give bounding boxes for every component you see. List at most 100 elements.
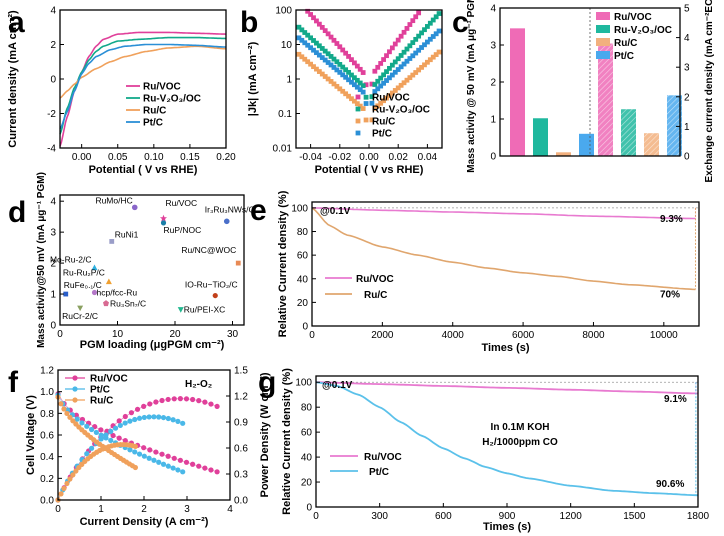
data-point: [316, 43, 322, 49]
data-point: [395, 67, 401, 72]
data-point: [384, 69, 389, 75]
data-point: [375, 78, 381, 84]
data-point: [404, 26, 410, 31]
data-point: [404, 58, 410, 64]
legend: Ru/VOC Ru/C: [325, 274, 394, 301]
line-series: [311, 207, 696, 291]
data-point: [325, 31, 331, 37]
data-point: [337, 44, 343, 50]
legend-entry: Pt/C: [143, 118, 163, 129]
data-point: [354, 63, 360, 69]
y-axis-label: Relative Current density (%): [281, 368, 293, 515]
data-point: [352, 75, 357, 81]
legend-entry: Ru/C: [143, 106, 166, 117]
data-point: [343, 50, 349, 56]
data-point: [346, 54, 351, 59]
y-tick-label: 1: [286, 75, 292, 86]
x-tick-label: 0.00: [359, 152, 379, 163]
y-tick-label: 0: [50, 75, 56, 86]
data-point: [410, 72, 416, 78]
x-tick-label: 0.04: [418, 152, 438, 163]
data-point: [160, 214, 167, 222]
data-point: [378, 61, 384, 66]
y-tick-label: -4: [47, 144, 56, 155]
x-tick-label: 0: [55, 504, 61, 515]
legend-swatch: [596, 38, 610, 46]
legend-entry: Pt/C: [90, 385, 110, 396]
data-point: [401, 49, 407, 55]
legend-swatch: [355, 106, 361, 112]
y-tick-label: 2: [50, 40, 56, 51]
data-point: [328, 79, 334, 84]
y-tick-label: 10: [281, 40, 293, 51]
data-point: [427, 20, 433, 26]
x-tick-label: 1800: [687, 511, 710, 522]
data-point: [340, 47, 346, 53]
y-tick-label: 20: [297, 298, 309, 309]
data-point: [427, 57, 433, 63]
data-point: [398, 82, 404, 88]
data-point: [404, 46, 410, 52]
y-tick-label-right: 0.3: [234, 470, 248, 481]
bar-mass-activity: [556, 152, 571, 156]
data-point: [308, 45, 313, 51]
legend-entry: Ru/C: [614, 38, 637, 49]
data-point: [392, 41, 398, 47]
y-tick-label: 60: [301, 428, 313, 439]
x-tick-label: 8000: [582, 330, 605, 341]
data-point: [392, 88, 398, 93]
x-tick-label: 900: [499, 511, 516, 522]
data-point: [401, 61, 407, 67]
x-tick-label: 10000: [650, 330, 678, 341]
data-point: [314, 66, 319, 72]
data-point: [375, 103, 381, 109]
data-point: [381, 98, 386, 104]
panel-c: 0 1 2 3 4 0 1 2 3 4 5 Mass activity @ 50 mV (mA μg⁻…: [466, 0, 715, 183]
condition-text: In 0.1M KOH: [491, 422, 550, 433]
legend-entry: Ru/VOC: [143, 82, 181, 93]
data-point: [352, 60, 357, 66]
x-tick-label: 1: [98, 504, 104, 515]
legend-entry: Pt/C: [369, 467, 389, 478]
data-point: [328, 62, 334, 68]
data-point: [311, 38, 316, 43]
point-label: Ru/VOC: [166, 198, 198, 208]
x-tick-label: 1200: [560, 511, 583, 522]
data-point: [436, 49, 442, 55]
data-point: [325, 60, 331, 65]
condition-label: @0.1V: [320, 206, 351, 217]
data-point: [354, 84, 360, 90]
data-point: [401, 80, 407, 86]
plot-frame: [59, 194, 245, 326]
data-point: [340, 88, 346, 94]
legend-swatch: [596, 12, 610, 20]
data-point: [363, 117, 369, 123]
data-point: [369, 81, 375, 87]
retention-label: 70%: [660, 290, 680, 301]
x-tick-label: 0.10: [144, 152, 164, 163]
data-point: [436, 28, 442, 34]
point-label: Ru/NC@WOC: [181, 245, 236, 255]
y-tick-label: 80: [301, 403, 313, 414]
panel-d: Ru/VOC RuMo/HC RuP/NOC Ir₃Ru₃NWs/C RuNi1 Ru/N…: [36, 172, 255, 351]
data-point: [103, 300, 109, 307]
bar-mass-activity: [533, 118, 548, 156]
legend-entry: Pt/C: [372, 129, 392, 140]
legend-swatch: [355, 118, 361, 124]
data-point: [363, 94, 369, 100]
data-point: [296, 35, 302, 41]
voltage-point: [180, 469, 186, 475]
y-tick-label-right: 4: [684, 33, 690, 44]
data-point: [352, 98, 357, 104]
data-point: [425, 24, 430, 29]
legend-marker: [72, 397, 78, 403]
line-series: [315, 381, 699, 497]
legend-swatch: [355, 130, 361, 136]
data-point: [419, 64, 424, 70]
data-point: [316, 52, 322, 58]
data-point: [349, 72, 354, 78]
data-point: [346, 93, 351, 99]
point-label: Ru-Ru₂P/C: [63, 268, 105, 278]
data-point: [369, 100, 375, 106]
